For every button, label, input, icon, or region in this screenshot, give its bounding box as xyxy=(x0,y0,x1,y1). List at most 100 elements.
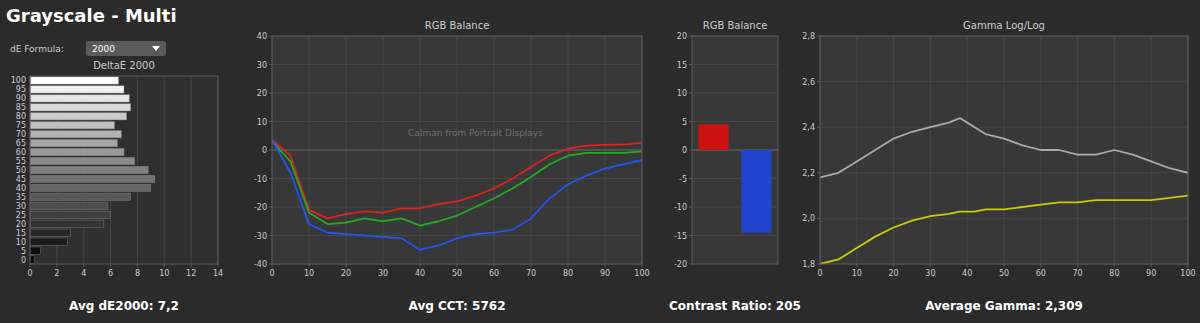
y-tick-label: 15 xyxy=(677,61,687,70)
y-tick-label: 40 xyxy=(16,184,26,193)
summary-label: Avg CCT: 5762 xyxy=(409,299,506,313)
y-tick-label: -10 xyxy=(674,203,687,212)
x-axis: 02468101214 xyxy=(27,76,223,278)
y-tick-label: -20 xyxy=(254,203,267,212)
y-tick-label: 10 xyxy=(257,118,267,127)
x-tick-label: 80 xyxy=(563,269,573,278)
y-axis: -40-30-20-10010203040 xyxy=(254,32,642,269)
bar xyxy=(30,211,111,218)
grid-line xyxy=(272,64,642,65)
y-tick-label: 5 xyxy=(21,247,26,256)
grid-line xyxy=(893,36,894,264)
bar xyxy=(30,86,124,93)
x-tick-label: 2 xyxy=(54,269,59,278)
x-tick-label: 30 xyxy=(925,269,935,278)
plot-area xyxy=(692,36,778,264)
x-tick-label: 20 xyxy=(341,269,351,278)
y-tick-label: -15 xyxy=(674,232,687,241)
plot-area xyxy=(820,36,1188,264)
main-title: Grayscale - Multi xyxy=(6,5,177,26)
bar xyxy=(30,113,127,120)
grid-line xyxy=(967,36,968,264)
bar xyxy=(30,122,115,129)
y-tick-label: 20 xyxy=(257,89,267,98)
bars xyxy=(698,124,771,232)
y-tick-label: 85 xyxy=(16,103,26,112)
x-tick-label: 100 xyxy=(634,269,649,278)
grid-line xyxy=(856,36,857,264)
x-tick-label: 50 xyxy=(999,269,1009,278)
x-tick-label: 70 xyxy=(1073,269,1083,278)
bar xyxy=(698,124,728,150)
x-tick-label: 100 xyxy=(1180,269,1195,278)
x-tick-label: 90 xyxy=(1146,269,1156,278)
bar xyxy=(30,95,129,102)
panel-title: DeltaE 2000 xyxy=(93,60,155,71)
x-tick-label: 60 xyxy=(489,269,499,278)
bar xyxy=(30,131,121,138)
y-tick-label: -10 xyxy=(254,175,267,184)
plot-frame xyxy=(272,36,642,264)
y-tick-label: -20 xyxy=(674,260,687,269)
y-tick-label: 10 xyxy=(677,89,687,98)
y-tick-label: 10 xyxy=(16,238,26,247)
y-tick-label: 100 xyxy=(11,76,26,85)
y-axis: 0510152025303540455055606570758085909510… xyxy=(11,76,26,264)
bar xyxy=(741,150,771,233)
y-tick-label: 60 xyxy=(16,148,26,157)
y-tick-label: 20 xyxy=(16,220,26,229)
chart-canvas: 0246810121405101520253035404550556065707… xyxy=(0,0,1200,323)
grid-line xyxy=(272,178,642,179)
bar xyxy=(30,175,155,182)
plot-area xyxy=(272,36,642,264)
y-tick-label: 35 xyxy=(16,193,26,202)
grid-line xyxy=(272,235,642,236)
y-tick-label: 55 xyxy=(16,157,26,166)
y-tick-label: 50 xyxy=(16,166,26,175)
y-tick-label: 2,4 xyxy=(802,123,815,132)
x-tick-label: 30 xyxy=(378,269,388,278)
bar xyxy=(30,238,68,245)
bar xyxy=(30,220,104,227)
grid-line xyxy=(1004,36,1005,264)
line-series xyxy=(272,140,642,250)
y-tick-label: 2,6 xyxy=(802,78,815,87)
line-series xyxy=(820,118,1188,177)
x-tick-label: 6 xyxy=(108,269,113,278)
bar xyxy=(30,184,151,191)
y-tick-label: 20 xyxy=(677,32,687,41)
x-tick-label: 70 xyxy=(526,269,536,278)
y-tick-label: 0 xyxy=(682,146,687,155)
bar xyxy=(30,229,70,236)
y-axis: -20-15-10-505101520 xyxy=(674,32,778,269)
x-tick-label: 10 xyxy=(304,269,314,278)
grid-line xyxy=(1151,36,1152,264)
x-tick-label: 90 xyxy=(600,269,610,278)
formula-value: 2000 xyxy=(92,44,115,54)
x-tick-label: 4 xyxy=(81,269,86,278)
y-tick-label: 30 xyxy=(16,202,26,211)
line-series xyxy=(820,196,1188,264)
grid-line xyxy=(272,121,642,122)
bar xyxy=(30,193,131,200)
bar xyxy=(30,148,124,155)
grid-line xyxy=(820,127,1188,128)
y-tick-label: 70 xyxy=(16,130,26,139)
x-axis: 0102030405060708090100 xyxy=(269,36,649,278)
background xyxy=(0,0,1200,323)
x-tick-label: 0 xyxy=(269,269,274,278)
watermark: Calman from Portrait Displays xyxy=(408,128,543,138)
grid-line xyxy=(930,36,931,264)
x-tick-label: 12 xyxy=(186,269,196,278)
lines xyxy=(820,118,1188,264)
x-tick-label: 10 xyxy=(159,269,169,278)
y-tick-label: 95 xyxy=(16,85,26,94)
grid-line xyxy=(820,172,1188,173)
y-tick-label: 65 xyxy=(16,139,26,148)
grid-line xyxy=(272,150,642,151)
grid-line xyxy=(272,207,642,208)
x-tick-label: 20 xyxy=(889,269,899,278)
plot-area xyxy=(30,76,218,264)
plot-frame xyxy=(820,36,1188,264)
grid-line xyxy=(692,121,778,122)
